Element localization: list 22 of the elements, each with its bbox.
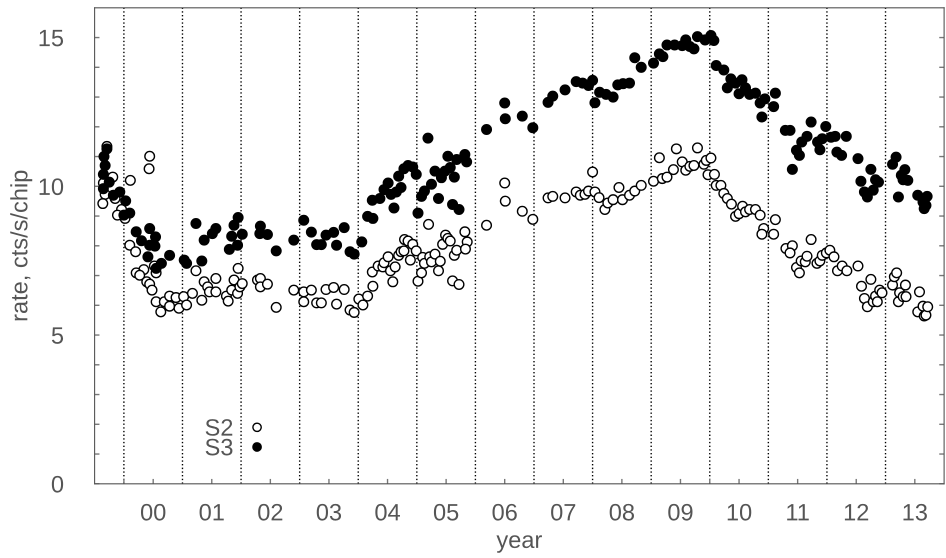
legend-label: S3 [206, 438, 232, 456]
x-tick-label: 02 [258, 504, 282, 521]
x-axis-title: year [496, 535, 542, 553]
x-tick-label: 03 [316, 504, 342, 521]
x-tick-label: 07 [551, 504, 576, 521]
x-tick-label: 13 [903, 504, 927, 521]
x-tick-label: 09 [668, 504, 692, 521]
y-tick-label: 10 [40, 178, 64, 196]
x-tick-label: 08 [610, 504, 634, 521]
y-tick-label: 5 [52, 327, 64, 344]
x-tick-label: 04 [375, 504, 400, 521]
x-tick-label: 12 [844, 504, 868, 520]
x-tick-label: 06 [492, 504, 517, 521]
x-tick-label: 05 [434, 504, 458, 521]
x-tick-label: 01 [200, 504, 224, 521]
y-tick-label: 0 [52, 476, 64, 493]
legend-label: S2 [206, 419, 232, 436]
x-tick-label: 00 [140, 504, 166, 521]
x-tick-label: 11 [787, 504, 809, 520]
x-tick-label: 10 [728, 504, 752, 521]
y-tick-label: 15 [40, 30, 64, 46]
y-axis-title: rate, cts/s/chip [10, 170, 32, 320]
